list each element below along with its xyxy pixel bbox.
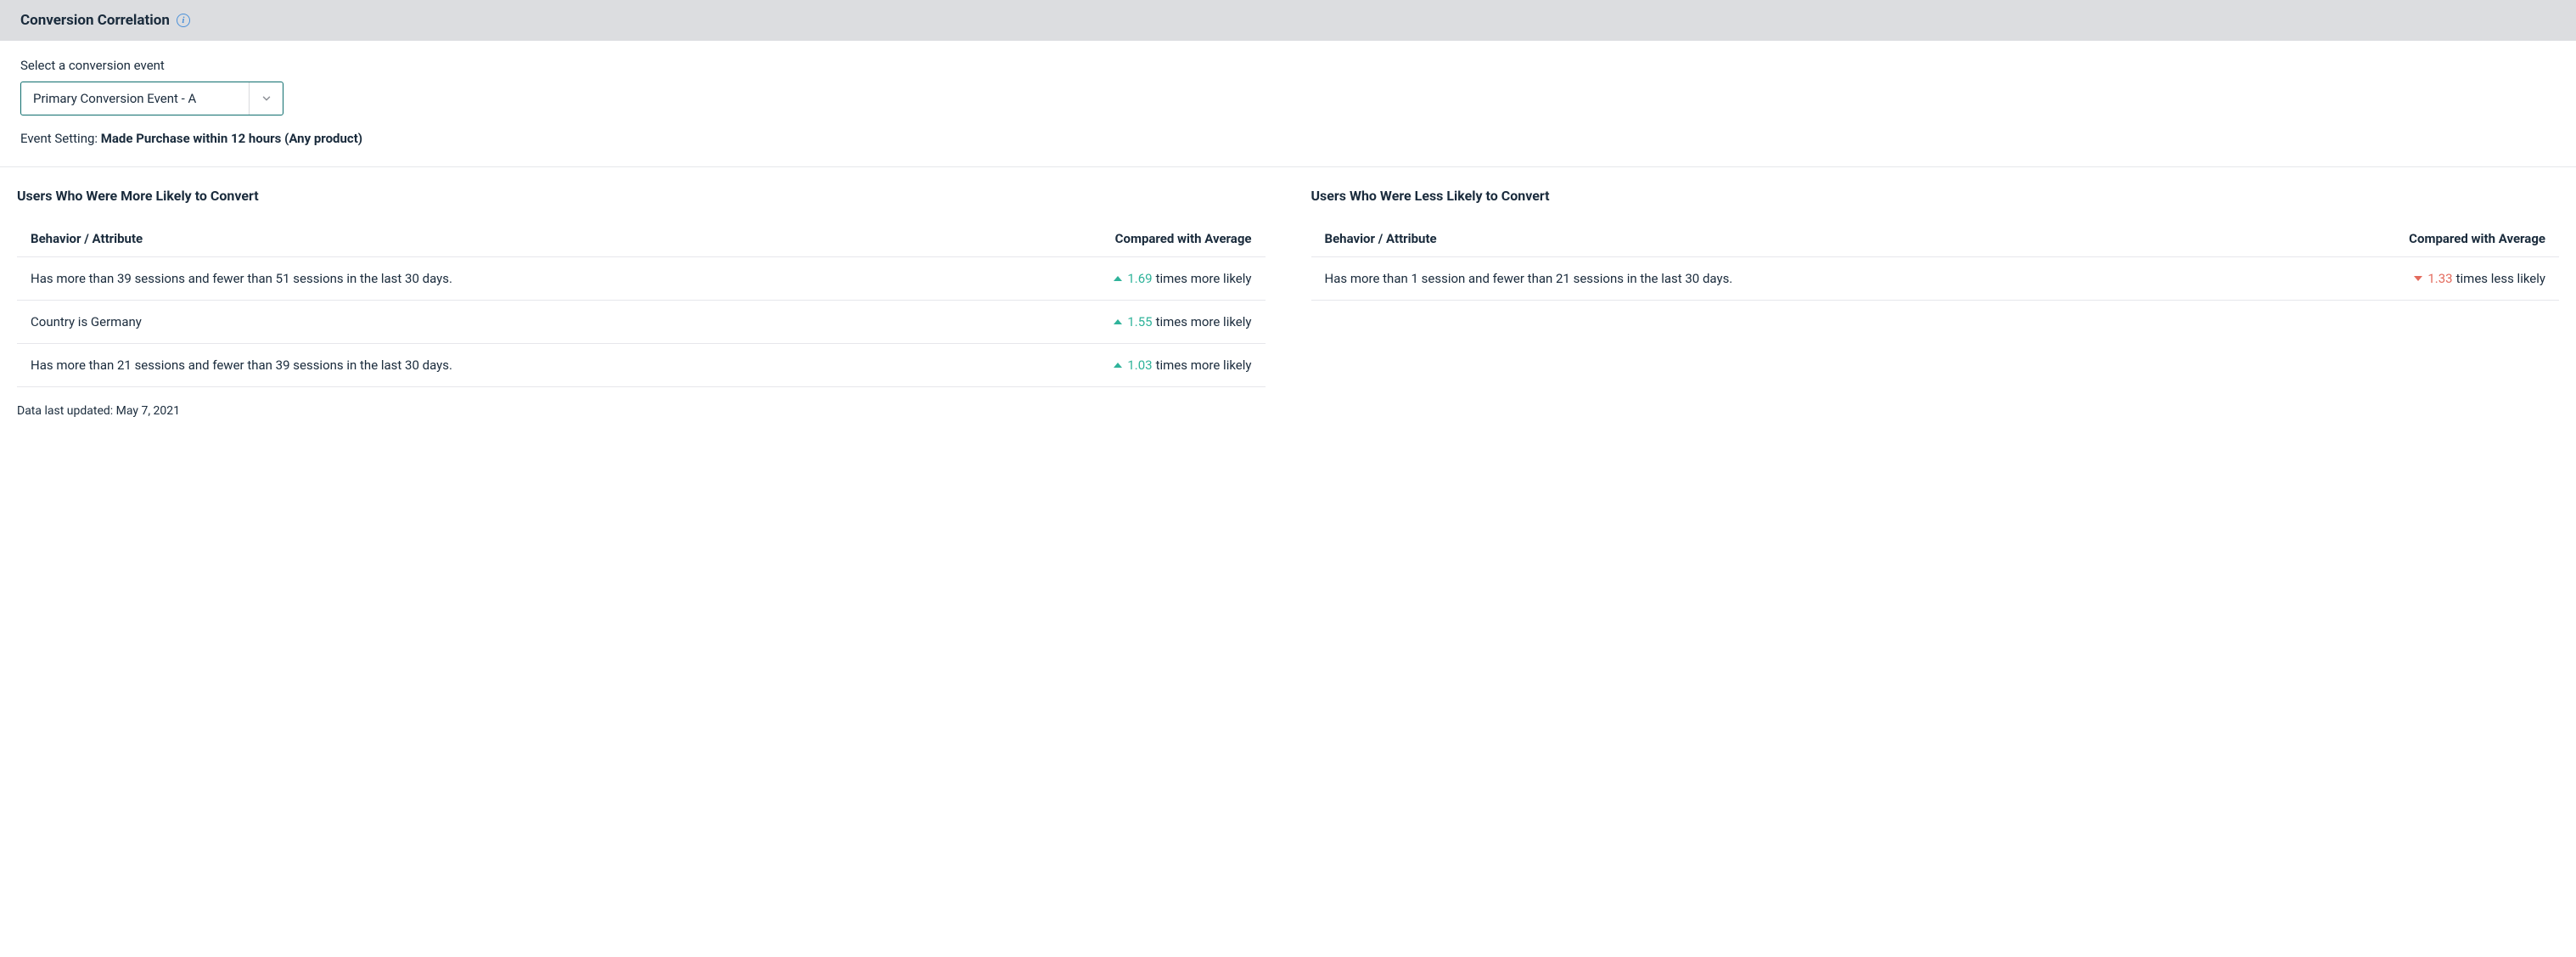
less-likely-column: Users Who Were Less Likely to Convert Be…	[1311, 188, 2560, 387]
table-row: Country is Germany1.55 times more likely	[17, 301, 1266, 344]
col-behavior-header: Behavior / Attribute	[1325, 231, 1437, 246]
select-value: Primary Conversion Event - A	[21, 82, 249, 115]
behavior-cell: Has more than 21 sessions and fewer than…	[31, 357, 1114, 373]
col-behavior-header: Behavior / Attribute	[31, 231, 143, 246]
less-likely-title: Users Who Were Less Likely to Convert	[1311, 188, 2560, 204]
event-setting-label: Event Setting:	[20, 131, 101, 146]
more-likely-title: Users Who Were More Likely to Convert	[17, 188, 1266, 204]
chevron-down-icon	[249, 82, 283, 115]
table-header: Behavior / Attribute Compared with Avera…	[1311, 221, 2560, 257]
ratio-suffix: times more likely	[1156, 357, 1252, 373]
ratio-value: 1.33	[2427, 271, 2452, 286]
event-setting-value: Made Purchase within 12 hours (Any produ…	[101, 131, 362, 146]
more-likely-table: Behavior / Attribute Compared with Avera…	[17, 221, 1266, 387]
compared-cell: 1.69 times more likely	[1114, 271, 1251, 286]
info-icon[interactable]: i	[177, 14, 190, 27]
ratio-suffix: times more likely	[1156, 314, 1252, 329]
behavior-cell: Has more than 39 sessions and fewer than…	[31, 271, 1114, 286]
down-caret-icon	[2414, 276, 2422, 281]
less-likely-table: Behavior / Attribute Compared with Avera…	[1311, 221, 2560, 301]
behavior-cell: Has more than 1 session and fewer than 2…	[1325, 271, 2415, 286]
up-caret-icon	[1114, 276, 1122, 281]
col-compared-header: Compared with Average	[1115, 231, 1252, 246]
columns: Users Who Were More Likely to Convert Be…	[0, 167, 2576, 404]
compared-cell: 1.03 times more likely	[1114, 357, 1251, 373]
up-caret-icon	[1114, 319, 1122, 324]
compared-cell: 1.33 times less likely	[2414, 271, 2545, 286]
compared-cell: 1.55 times more likely	[1114, 314, 1251, 329]
table-row: Has more than 21 sessions and fewer than…	[17, 344, 1266, 387]
table-row: Has more than 39 sessions and fewer than…	[17, 257, 1266, 301]
last-updated: Data last updated: May 7, 2021	[0, 404, 2576, 435]
controls-section: Select a conversion event Primary Conver…	[0, 41, 2576, 167]
ratio-value: 1.69	[1127, 271, 1152, 286]
table-header: Behavior / Attribute Compared with Avera…	[17, 221, 1266, 257]
ratio-value: 1.55	[1127, 314, 1152, 329]
select-label: Select a conversion event	[20, 58, 2556, 73]
ratio-suffix: times more likely	[1156, 271, 1252, 286]
ratio-value: 1.03	[1127, 357, 1152, 373]
ratio-suffix: times less likely	[2456, 271, 2545, 286]
header-bar: Conversion Correlation i	[0, 0, 2576, 41]
conversion-event-select[interactable]: Primary Conversion Event - A	[20, 82, 283, 115]
event-setting: Event Setting: Made Purchase within 12 h…	[20, 131, 2556, 146]
up-caret-icon	[1114, 363, 1122, 368]
page-title: Conversion Correlation	[20, 12, 170, 29]
more-likely-column: Users Who Were More Likely to Convert Be…	[17, 188, 1266, 387]
col-compared-header: Compared with Average	[2409, 231, 2545, 246]
behavior-cell: Country is Germany	[31, 314, 1114, 329]
table-row: Has more than 1 session and fewer than 2…	[1311, 257, 2560, 301]
